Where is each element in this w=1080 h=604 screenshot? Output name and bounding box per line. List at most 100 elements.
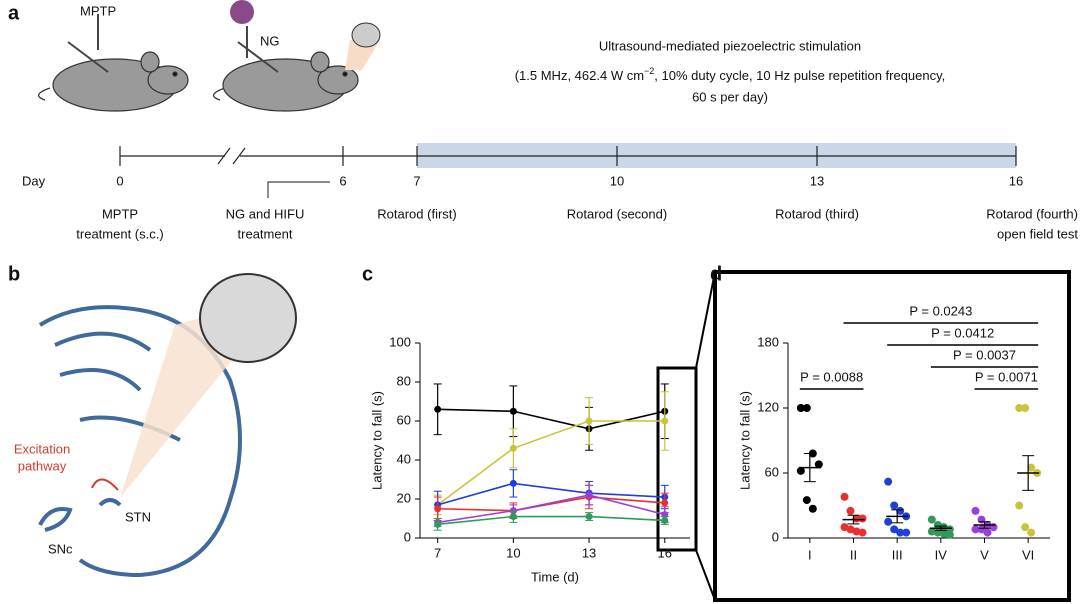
y-axis-label: Latency to fall (s) [369, 391, 384, 490]
y-tick-label: 80 [397, 373, 411, 388]
day-tick-label: 0 [116, 173, 123, 188]
data-point [945, 530, 954, 539]
p-value: P = 0.0088 [800, 369, 863, 384]
data-point [802, 496, 811, 505]
data-point [802, 404, 811, 412]
data-point [971, 506, 980, 515]
transducer [351, 22, 381, 48]
data-point [808, 504, 817, 513]
x-tick-label: 7 [434, 545, 441, 560]
pathway-label: pathway [18, 458, 67, 473]
data-point [896, 506, 905, 515]
data-point [434, 405, 442, 413]
zoom-line [695, 549, 716, 601]
x-axis-label: Time (d) [531, 569, 579, 584]
panel-label: d [710, 263, 722, 285]
x-tick-label: IV [935, 547, 948, 562]
data-point [661, 499, 669, 507]
data-point [509, 513, 517, 521]
data-point [509, 444, 517, 452]
data-point [840, 523, 849, 532]
stim-params-text: (1.5 MHz, 462.4 W cm [515, 68, 644, 83]
x-tick-label: III [892, 547, 903, 562]
panel-label: b [8, 263, 20, 285]
snc-label: SNc [48, 541, 73, 556]
data-point [890, 501, 899, 510]
mouse-1 [38, 51, 189, 112]
data-point [846, 525, 855, 534]
panel-label: c [362, 263, 373, 285]
data-point [858, 514, 867, 523]
data-point [902, 528, 911, 537]
data-point [1021, 523, 1030, 532]
event-label: treatment (s.c.) [76, 226, 163, 241]
data-point [509, 479, 517, 487]
event-label: treatment [238, 226, 293, 241]
y-tick-label: 40 [397, 451, 411, 466]
data-point [846, 506, 855, 515]
stn-label: STN [125, 509, 151, 524]
nanoparticle [230, 0, 254, 24]
ng-label: NG [260, 33, 280, 48]
x-tick-label: 13 [582, 545, 596, 560]
data-point [509, 407, 517, 415]
data-point [1027, 528, 1036, 537]
brain-outline [38, 305, 242, 578]
data-point [1027, 463, 1036, 472]
data-point [1015, 501, 1024, 510]
data-point [884, 517, 893, 526]
data-point [858, 528, 867, 537]
x-tick-label: 16 [658, 545, 672, 560]
superscript: −2 [644, 66, 654, 76]
data-point [939, 529, 948, 538]
data-point [1021, 404, 1030, 412]
zoom-line [695, 271, 716, 369]
mptp-label: MPTP [80, 3, 116, 18]
p-value: P = 0.0412 [931, 325, 994, 340]
beam [345, 40, 380, 70]
series-line [437, 408, 665, 430]
series-line [437, 494, 665, 524]
stim-params: (1.5 MHz, 462.4 W cm−2, 10% duty cycle, … [515, 66, 946, 83]
y-tick-label: 20 [397, 490, 411, 505]
event-label: Rotarod (second) [567, 206, 667, 221]
data-point [434, 520, 442, 528]
y-tick-label: 60 [765, 464, 779, 479]
event-label: NG and HIFU [226, 206, 305, 221]
event-label: Rotarod (fourth) [986, 206, 1078, 221]
y-tick-label: 120 [757, 399, 779, 414]
syringes [67, 14, 279, 73]
data-point [1015, 404, 1024, 412]
p-value: P = 0.0071 [975, 369, 1038, 384]
day-tick-label: 10 [610, 173, 624, 188]
zoom-rect [656, 366, 698, 552]
transducer [199, 273, 297, 363]
x-tick-label: V [980, 547, 989, 562]
stim-params-text: , 10% duty cycle, 10 Hz pulse repetition… [654, 68, 945, 83]
data-point [884, 477, 893, 486]
data-point [840, 492, 849, 501]
event-label: open field test [997, 226, 1078, 241]
data-point [796, 466, 805, 475]
data-point [933, 521, 942, 529]
data-point [852, 514, 861, 523]
data-point [927, 515, 936, 524]
event-label: Rotarod (third) [775, 206, 859, 221]
data-point [585, 491, 593, 499]
x-tick-label: 10 [506, 545, 520, 560]
p-value: P = 0.0037 [953, 347, 1016, 362]
data-point [585, 417, 593, 425]
data-point [661, 516, 669, 524]
y-tick-label: 100 [389, 334, 411, 349]
data-point [896, 528, 905, 537]
data-point [585, 513, 593, 521]
stim-title: Ultrasound-mediated piezoelectric stimul… [599, 38, 861, 53]
series-line [437, 515, 665, 526]
data-point [890, 525, 899, 534]
x-tick-label: I [808, 547, 812, 562]
y-tick-label: 0 [404, 529, 411, 544]
pathway-label: Excitation [14, 441, 70, 456]
zoom-box [713, 270, 1071, 602]
day-label: Day [22, 173, 46, 188]
